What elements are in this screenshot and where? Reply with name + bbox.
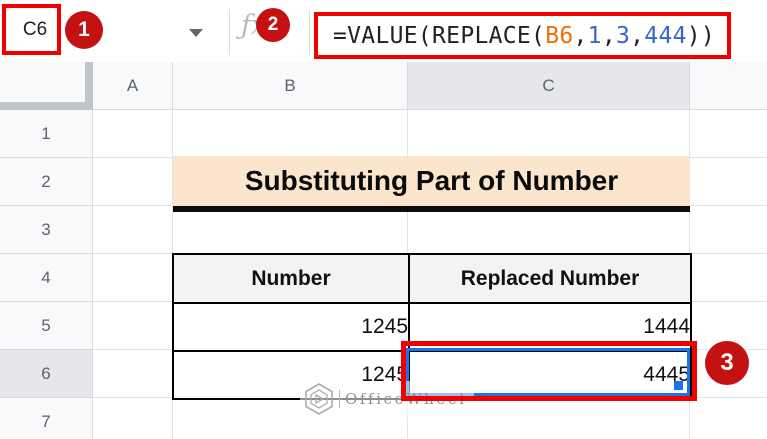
- row-header-4[interactable]: 4: [0, 254, 93, 302]
- selected-cell-border[interactable]: [406, 348, 690, 396]
- annotation-badge-2: 2: [256, 8, 290, 42]
- annotation-badge-1: 1: [65, 11, 103, 49]
- formula-token: )): [686, 22, 716, 49]
- column-header-c[interactable]: C: [408, 62, 690, 110]
- annotation-badge-3: 3: [705, 341, 749, 385]
- row-header-5[interactable]: 5: [0, 302, 93, 350]
- watermark-divider: [339, 390, 340, 408]
- column-header-b[interactable]: B: [173, 62, 408, 110]
- formula-token: ,: [573, 22, 588, 49]
- row-header-7[interactable]: 7: [0, 398, 93, 439]
- column-header-d[interactable]: [690, 62, 767, 110]
- table-header-row: Number Replaced Number: [172, 253, 692, 304]
- corner-edge: [85, 62, 93, 110]
- annotation-rect-namebox: [2, 4, 61, 55]
- formula-token-cell-ref: B6: [545, 22, 574, 49]
- table-header-replaced-number[interactable]: Replaced Number: [408, 253, 692, 304]
- formula-toolbar: C6 1 ƒx 2 =VALUE(REPLACE(B6, 1, 3, 444)): [0, 0, 767, 62]
- table-header-number[interactable]: Number: [172, 253, 410, 304]
- formula-token: ,: [601, 22, 616, 49]
- name-box[interactable]: C6: [22, 19, 48, 40]
- formula-token: =VALUE(REPLACE(: [333, 22, 546, 49]
- corner-edge: [0, 102, 93, 110]
- row-header-3[interactable]: 3: [0, 206, 93, 254]
- cell-b5[interactable]: 1245: [172, 302, 410, 352]
- formula-token-number: 1: [587, 22, 602, 49]
- annotation-rect-c6: [401, 341, 697, 401]
- officewheel-logo-icon: [305, 383, 333, 415]
- row-header-2[interactable]: 2: [0, 158, 93, 206]
- toolbar-divider: [309, 10, 310, 55]
- sheet-title-cell[interactable]: Substituting Part of Number: [173, 156, 690, 212]
- row-header-1[interactable]: 1: [0, 110, 93, 158]
- formula-token: ,: [630, 22, 645, 49]
- fill-handle[interactable]: [674, 381, 683, 390]
- formula-token-number: 444: [644, 22, 687, 49]
- row-header-6[interactable]: 6: [0, 350, 93, 398]
- column-header-a[interactable]: A: [93, 62, 173, 110]
- annotation-rect-formula: [314, 12, 731, 59]
- formula-input[interactable]: =VALUE(REPLACE(B6, 1, 3, 444)): [333, 12, 715, 59]
- name-box-dropdown-icon[interactable]: [189, 29, 203, 37]
- toolbar-divider: [229, 9, 230, 55]
- formula-token-number: 3: [615, 22, 631, 49]
